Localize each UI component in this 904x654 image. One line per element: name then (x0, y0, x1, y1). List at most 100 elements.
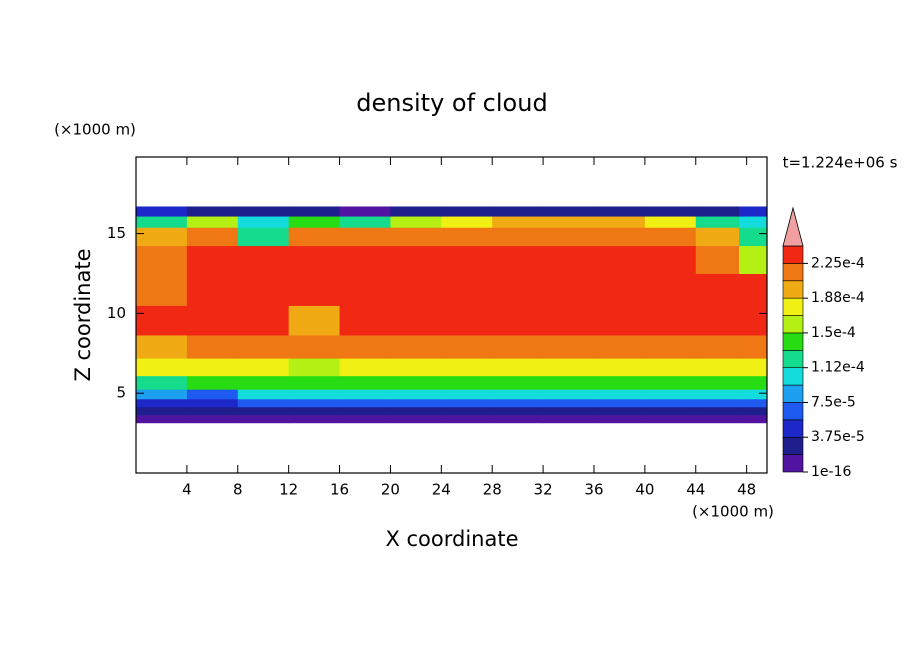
density-cell (695, 206, 740, 217)
density-cell (739, 273, 768, 306)
density-cell (739, 206, 768, 217)
density-cell (543, 206, 595, 217)
density-cell (593, 206, 646, 217)
density-cell (644, 273, 697, 306)
density-cell (543, 245, 595, 275)
density-cell (441, 414, 493, 424)
density-cell (695, 375, 740, 390)
density-cell (339, 414, 391, 424)
x-tick-label: 32 (534, 481, 553, 499)
density-cell (543, 305, 595, 336)
density-cell (543, 389, 595, 400)
y-tick-label: 10 (107, 304, 126, 322)
x-axis-label: X coordinate (385, 527, 518, 551)
colorbar-band (782, 332, 804, 351)
colorbar-extension (782, 206, 804, 247)
density-cell (339, 216, 391, 228)
density-cell (695, 358, 740, 377)
density-cell (739, 375, 768, 390)
density-cell (593, 273, 646, 306)
density-cell (339, 305, 391, 336)
time-label: t=1.224e+06 s (783, 154, 898, 172)
density-cell (543, 406, 595, 416)
density-cell (136, 414, 188, 424)
density-cell (288, 273, 341, 306)
density-cell (186, 227, 239, 247)
density-cell (136, 245, 188, 275)
density-cell (543, 375, 595, 390)
density-cell (186, 334, 239, 359)
density-cell (543, 227, 595, 247)
density-cell (186, 358, 239, 377)
x-unit: (×1000 m) (692, 503, 774, 521)
density-cell (441, 245, 493, 275)
density-cell (136, 206, 188, 217)
density-cell (136, 358, 188, 377)
density-cell (390, 406, 442, 416)
chart-title: density of cloud (356, 89, 547, 117)
x-tick-label: 28 (483, 481, 502, 499)
density-cell (695, 334, 740, 359)
density-cell (593, 227, 646, 247)
x-tick-label: 40 (635, 481, 654, 499)
density-cell (492, 273, 544, 306)
density-cell (441, 389, 493, 400)
density-cell (288, 414, 341, 424)
x-tick-label: 24 (432, 481, 451, 499)
density-cell (237, 245, 290, 275)
density-cell (186, 305, 239, 336)
density-cell (492, 206, 544, 217)
density-cell (288, 216, 341, 228)
density-cell (390, 334, 442, 359)
density-cell (492, 398, 544, 408)
density-cell (695, 398, 740, 408)
density-cell (186, 375, 239, 390)
density-cell (644, 305, 697, 336)
density-cell (739, 358, 768, 377)
density-cell (543, 216, 595, 228)
colorbar-band (782, 315, 804, 334)
density-cell (186, 398, 239, 408)
y-tick-label: 5 (116, 384, 126, 402)
density-cell (186, 216, 239, 228)
density-cell (441, 216, 493, 228)
x-tick-label: 4 (182, 481, 192, 499)
density-cell (390, 398, 442, 408)
density-cell (695, 245, 740, 275)
density-cell (492, 216, 544, 228)
density-cell (441, 334, 493, 359)
density-cell (390, 273, 442, 306)
density-cell (441, 406, 493, 416)
density-cell (593, 414, 646, 424)
colorbar-band (782, 350, 804, 368)
density-cell (136, 334, 188, 359)
density-cell (644, 398, 697, 408)
density-cell (237, 398, 290, 408)
density-cell (492, 375, 544, 390)
density-cell (288, 334, 341, 359)
colorbar-tick-label: 1.5e-4 (811, 325, 856, 341)
density-cell (441, 273, 493, 306)
colorbar-band (782, 245, 804, 264)
colorbar-band (782, 454, 804, 473)
density-cell (593, 358, 646, 377)
density-cell (288, 398, 341, 408)
density-cell (288, 358, 341, 377)
density-cell (339, 358, 391, 377)
density-cell (186, 389, 239, 400)
density-cell (644, 389, 697, 400)
density-cell (339, 273, 391, 306)
density-cell (339, 398, 391, 408)
density-cell (492, 358, 544, 377)
density-cell (288, 375, 341, 390)
density-cell (739, 414, 768, 424)
density-cell (339, 227, 391, 247)
density-cell (339, 389, 391, 400)
y-tick-label: 15 (107, 224, 126, 242)
density-cell (695, 414, 740, 424)
density-cell (739, 334, 768, 359)
density-cell (288, 389, 341, 400)
x-tick-label: 12 (279, 481, 298, 499)
x-tick-label: 8 (233, 481, 243, 499)
colorbar-band (782, 402, 804, 421)
